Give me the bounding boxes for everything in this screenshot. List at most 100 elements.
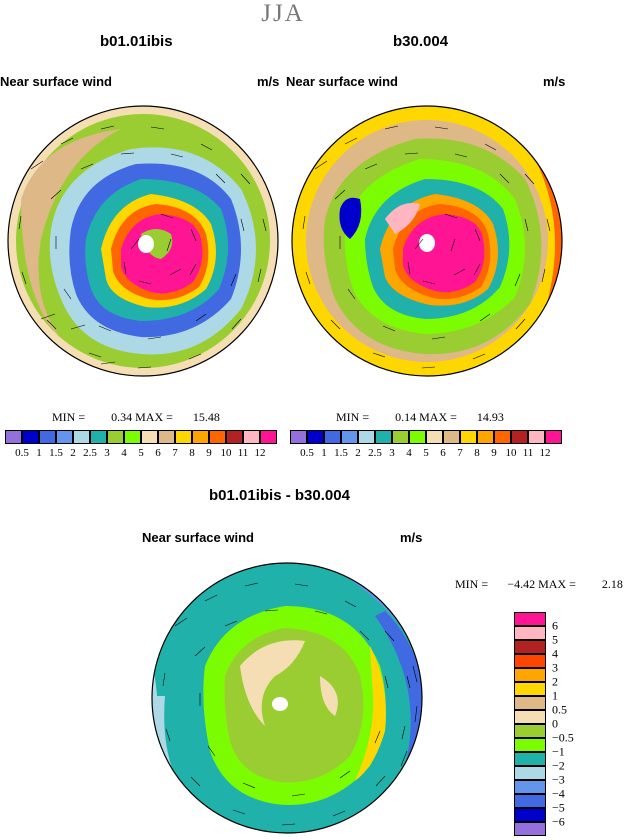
colorbar-swatch bbox=[409, 430, 426, 444]
colorbar-tick-label: 8 bbox=[189, 447, 195, 459]
colorbar-tick-label: 2.5 bbox=[368, 447, 382, 459]
colorbar-tick-label: 4 bbox=[552, 646, 558, 661]
left-colorbar bbox=[5, 430, 277, 444]
colorbar-swatch bbox=[511, 430, 528, 444]
diff-panel-variable: Near surface wind bbox=[142, 530, 254, 545]
colorbar-tick-label: 1 bbox=[36, 447, 42, 459]
diff-max-value: 2.18 bbox=[601, 577, 623, 591]
colorbar-tick-label: 4 bbox=[406, 447, 412, 459]
right-min-label: MIN = bbox=[336, 410, 370, 424]
colorbar-tick-label: −0.5 bbox=[552, 730, 574, 745]
page-title: JJA bbox=[261, 0, 305, 27]
colorbar-swatch bbox=[514, 766, 546, 780]
colorbar-tick-label: 6 bbox=[552, 618, 558, 633]
diff-min-value: −4.42 bbox=[507, 577, 536, 591]
colorbar-swatch bbox=[375, 430, 392, 444]
colorbar-swatch bbox=[514, 794, 546, 808]
colorbar-swatch bbox=[514, 612, 546, 626]
colorbar-tick-label: 10 bbox=[505, 447, 517, 459]
colorbar-swatch bbox=[514, 780, 546, 794]
colorbar-swatch bbox=[324, 430, 341, 444]
colorbar-tick-label: 11 bbox=[237, 447, 249, 459]
colorbar-tick-label: 2 bbox=[70, 447, 76, 459]
diff-colorbar-labels: 6 5 4 3 2 1 0.5 0 −0.5 −1 −2 −3 −4 −5 −6 bbox=[552, 612, 592, 836]
diff-max-label: MAX = bbox=[538, 577, 576, 591]
colorbar-swatch bbox=[514, 822, 546, 836]
diff-minmax: MIN = −4.42 MAX = 2.18 bbox=[455, 577, 623, 592]
colorbar-tick-label: 3 bbox=[389, 447, 395, 459]
colorbar-tick-label: 0.5 bbox=[300, 447, 314, 459]
left-polar-map bbox=[7, 105, 279, 377]
right-minmax: MIN = 0.14 MAX = 14.93 bbox=[336, 410, 504, 425]
left-panel-variable: Near surface wind bbox=[0, 74, 112, 89]
left-panel-units: m/s bbox=[257, 74, 280, 89]
colorbar-swatch bbox=[514, 696, 546, 710]
colorbar-tick-label: 0 bbox=[552, 716, 558, 731]
colorbar-tick-label: 9 bbox=[206, 447, 212, 459]
colorbar-tick-label: 9 bbox=[491, 447, 497, 459]
colorbar-tick-label: 10 bbox=[220, 447, 232, 459]
colorbar-tick-label: 12 bbox=[254, 447, 266, 459]
colorbar-swatch bbox=[39, 430, 56, 444]
diff-panel-units: m/s bbox=[400, 530, 423, 545]
colorbar-tick-label: 8 bbox=[474, 447, 480, 459]
colorbar-swatch bbox=[514, 654, 546, 668]
colorbar-swatch bbox=[514, 710, 546, 724]
colorbar-swatch bbox=[514, 682, 546, 696]
colorbar-tick-label: 7 bbox=[172, 447, 178, 459]
colorbar-swatch bbox=[460, 430, 477, 444]
colorbar-tick-label: 4 bbox=[121, 447, 127, 459]
colorbar-tick-label: 1 bbox=[321, 447, 327, 459]
colorbar-swatch bbox=[514, 724, 546, 738]
colorbar-swatch bbox=[226, 430, 243, 444]
colorbar-tick-label: 12 bbox=[539, 447, 551, 459]
colorbar-tick-label: 5 bbox=[552, 632, 558, 647]
colorbar-tick-label: 3 bbox=[552, 660, 558, 675]
left-min-label: MIN = bbox=[52, 410, 86, 424]
colorbar-swatch bbox=[358, 430, 375, 444]
difference-polar-map bbox=[151, 562, 423, 834]
right-max-label: MAX = bbox=[419, 410, 457, 424]
colorbar-tick-label: 6 bbox=[155, 447, 161, 459]
colorbar-swatch bbox=[209, 430, 226, 444]
colorbar-tick-label: 5 bbox=[138, 447, 144, 459]
colorbar-tick-label: −1 bbox=[552, 744, 565, 759]
colorbar-tick-label: −6 bbox=[552, 814, 565, 829]
colorbar-swatch bbox=[307, 430, 324, 444]
colorbar-swatch bbox=[90, 430, 107, 444]
right-polar-map bbox=[291, 105, 563, 377]
colorbar-tick-label: 1 bbox=[552, 688, 558, 703]
colorbar-swatch bbox=[290, 430, 307, 444]
colorbar-swatch bbox=[514, 738, 546, 752]
colorbar-swatch bbox=[426, 430, 443, 444]
right-max-value: 14.93 bbox=[476, 410, 504, 424]
colorbar-swatch bbox=[192, 430, 209, 444]
colorbar-swatch bbox=[243, 430, 260, 444]
colorbar-swatch bbox=[528, 430, 545, 444]
right-min-value: 0.14 bbox=[395, 410, 417, 424]
colorbar-swatch bbox=[514, 752, 546, 766]
colorbar-swatch bbox=[260, 430, 277, 444]
colorbar-tick-label: 2 bbox=[355, 447, 361, 459]
colorbar-tick-label: 2 bbox=[552, 674, 558, 689]
right-colorbar bbox=[290, 430, 562, 444]
right-panel-title: b30.004 bbox=[393, 33, 449, 50]
colorbar-tick-label: −5 bbox=[552, 800, 565, 815]
colorbar-tick-label: 1.5 bbox=[49, 447, 63, 459]
colorbar-swatch bbox=[158, 430, 175, 444]
colorbar-tick-label: 0.5 bbox=[15, 447, 29, 459]
colorbar-tick-label: 0.5 bbox=[552, 702, 567, 717]
colorbar-tick-label: 1.5 bbox=[334, 447, 348, 459]
colorbar-swatch bbox=[494, 430, 511, 444]
colorbar-tick-label: 7 bbox=[457, 447, 463, 459]
colorbar-tick-label: 6 bbox=[440, 447, 446, 459]
colorbar-swatch bbox=[443, 430, 460, 444]
right-panel-variable: Near surface wind bbox=[286, 74, 398, 89]
left-minmax: MIN = 0.34 MAX = 15.48 bbox=[52, 410, 220, 425]
left-max-label: MAX = bbox=[135, 410, 173, 424]
colorbar-swatch bbox=[175, 430, 192, 444]
diff-colorbar bbox=[514, 612, 546, 836]
colorbar-swatch bbox=[141, 430, 158, 444]
diff-panel-title: b01.01ibis - b30.004 bbox=[209, 487, 350, 504]
colorbar-swatch bbox=[5, 430, 22, 444]
